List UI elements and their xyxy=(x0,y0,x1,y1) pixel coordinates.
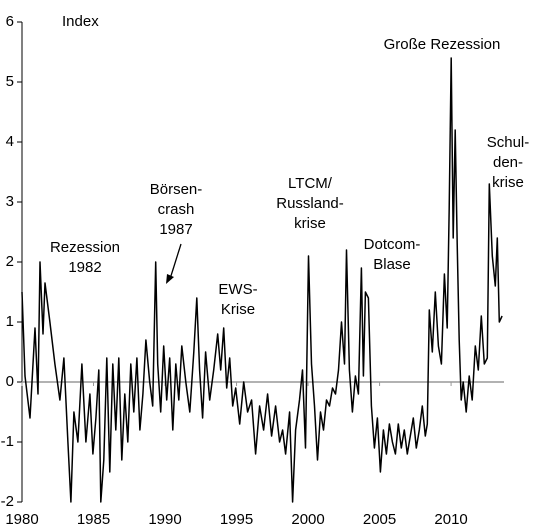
x-tick-label: 2000 xyxy=(291,511,324,528)
annotation: krise xyxy=(294,215,326,232)
data-line xyxy=(21,57,503,503)
x-tick-label: 1980 xyxy=(5,511,38,528)
y-tick-label: 6 xyxy=(6,13,14,30)
annotation: Dotcom- xyxy=(364,236,421,253)
annotation: 1982 xyxy=(68,259,101,276)
annotation: Rezession xyxy=(50,239,120,256)
y-tick-label: 0 xyxy=(6,373,14,390)
y-tick-label: -2 xyxy=(1,493,14,510)
y-tick-label: 2 xyxy=(6,253,14,270)
annotation-arrow xyxy=(169,243,182,280)
annotation: Große Rezession xyxy=(384,36,501,53)
x-tick-label: 1990 xyxy=(148,511,181,528)
y-tick-label: 3 xyxy=(6,193,14,210)
annotation: den- xyxy=(493,154,523,171)
x-tick-label: 2010 xyxy=(434,511,467,528)
annotation: LTCM/ xyxy=(288,175,333,192)
y-tick-label: 5 xyxy=(6,73,14,90)
y-axis-label: Index xyxy=(62,13,99,30)
annotation: Börsen- xyxy=(150,181,203,198)
x-tick-label: 2005 xyxy=(363,511,396,528)
x-tick-label: 1985 xyxy=(77,511,110,528)
x-tick-label: 1995 xyxy=(220,511,253,528)
annotation: Krise xyxy=(221,301,255,318)
annotation: krise xyxy=(492,174,524,191)
y-tick-label: 1 xyxy=(6,313,14,330)
annotation: crash xyxy=(158,201,195,218)
annotation: 1987 xyxy=(159,221,192,238)
annotation: Schul- xyxy=(487,134,530,151)
annotation: EWS- xyxy=(218,281,257,298)
y-tick-label: 4 xyxy=(6,133,14,150)
annotation: Blase xyxy=(373,256,411,273)
annotation-arrowhead xyxy=(166,274,174,284)
y-tick-label: -1 xyxy=(1,433,14,450)
annotation: Russland- xyxy=(276,195,344,212)
